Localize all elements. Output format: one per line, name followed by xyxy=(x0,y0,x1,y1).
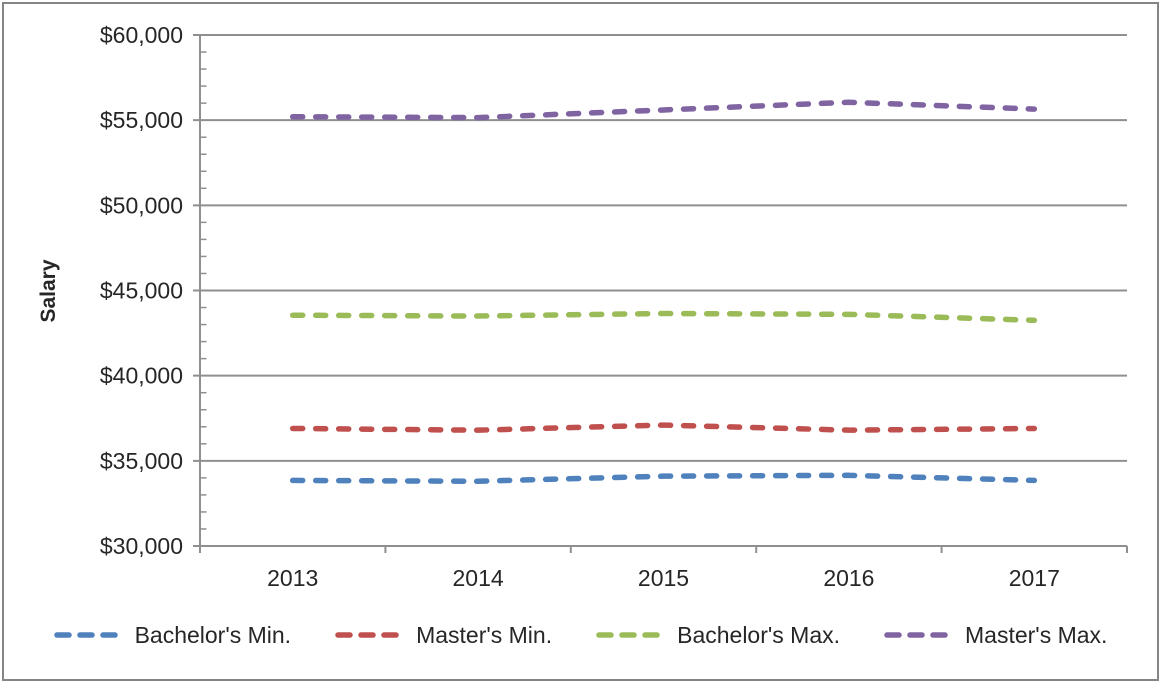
legend-label-bachelor-s-max: Bachelor's Max. xyxy=(677,621,841,648)
legend-dash-sample-master-s-min xyxy=(335,632,399,638)
legend-dash-sample-master-s-max xyxy=(884,632,948,638)
legend-label-master-s-min: Master's Min. xyxy=(416,621,553,648)
x-tick-label: 2015 xyxy=(638,565,689,591)
y-axis-title: Salary xyxy=(37,259,60,322)
y-tick-label: $40,000 xyxy=(100,363,183,389)
series-line-bachelor-s-max xyxy=(289,310,1038,324)
y-tick-label: $45,000 xyxy=(100,278,183,304)
legend-label-bachelor-s-min: Bachelor's Min. xyxy=(134,621,292,648)
axes-group xyxy=(199,35,1128,553)
x-tick-label: 2017 xyxy=(1009,565,1060,591)
series-line-bachelor-s-min xyxy=(289,472,1038,485)
x-tick-label: 2014 xyxy=(453,565,504,591)
legend-item-bachelor-s-max: Bachelor's Max. xyxy=(596,622,840,649)
series-line-master-s-min xyxy=(289,422,1038,433)
legend-item-bachelor-s-min: Bachelor's Min. xyxy=(53,621,292,649)
series-lines-group xyxy=(289,99,1038,485)
legend-label-master-s-max: Master's Max. xyxy=(965,621,1108,648)
y-tick-label: $50,000 xyxy=(100,192,183,218)
x-tick-label: 2013 xyxy=(267,565,318,591)
legend-item-master-s-max: Master's Max. xyxy=(884,622,1107,649)
series-line-master-s-max xyxy=(289,99,1038,121)
x-tick-label: 2016 xyxy=(823,565,874,591)
y-tick-label: $35,000 xyxy=(100,448,183,474)
y-tick-label: $55,000 xyxy=(100,107,183,133)
y-tick-label: $60,000 xyxy=(100,22,183,48)
axis-labels-group: $30,000 $35,000 $40,000 $45,000 $50,000 $55,0… xyxy=(100,22,1060,591)
y-tick-label: $30,000 xyxy=(100,533,183,559)
legend-item-master-s-min: Master's Min. xyxy=(335,622,552,649)
salary-line-chart: $30,000 $35,000 $40,000 $45,000 $50,000 $55,0… xyxy=(37,22,1128,591)
legend-dash-sample-bachelor-s-max xyxy=(596,632,660,638)
chart-legend: Bachelor's Min. Master's Min. Bachelor's M… xyxy=(0,598,1161,672)
legend-dash-sample-bachelor-s-min xyxy=(53,632,118,638)
gridlines-group xyxy=(193,34,1127,547)
